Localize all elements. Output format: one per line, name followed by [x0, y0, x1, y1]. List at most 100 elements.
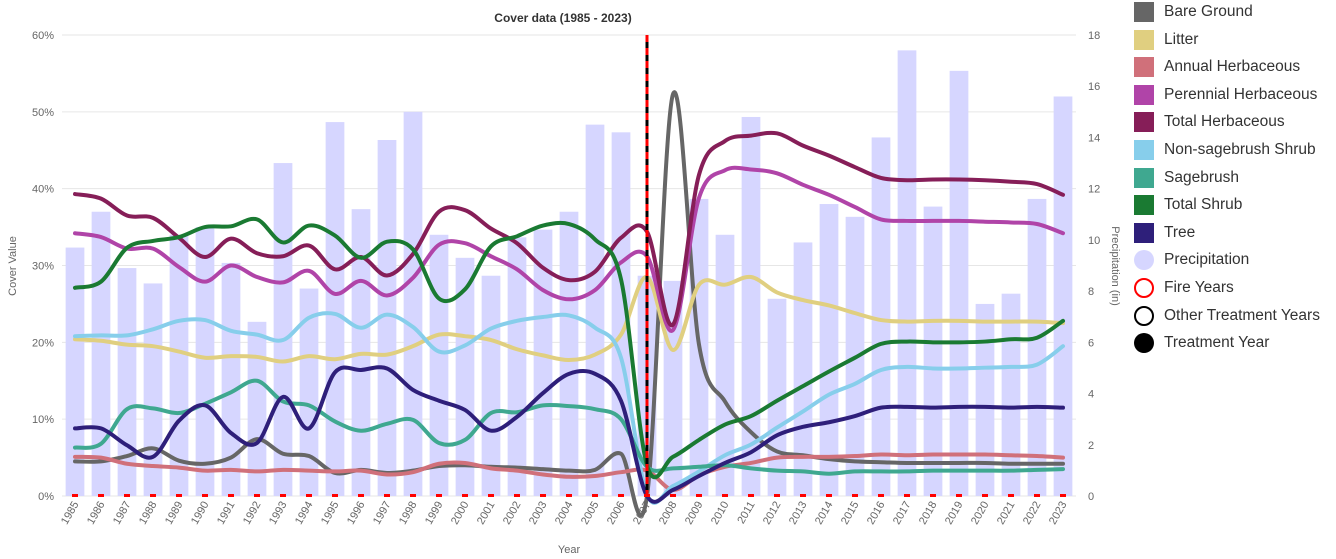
x-tick-label: 2000 [449, 500, 472, 527]
x-tick-label: 2014 [813, 500, 836, 527]
y-tick-label: 60% [32, 30, 54, 42]
legend-swatch [1134, 195, 1154, 216]
precipitation-bar [559, 211, 579, 496]
precipitation-bar [299, 288, 319, 496]
precipitation-bar [247, 321, 267, 496]
legend-swatch [1134, 112, 1154, 133]
precipitation-bar [741, 116, 761, 496]
legend-item[interactable]: Sagebrush [1134, 165, 1239, 191]
x-tick-label: 2011 [735, 500, 757, 526]
series-line-sagebrush [73, 378, 1065, 476]
precipitation-bar [611, 132, 631, 497]
chart-title: Cover data (1985 - 2023) [494, 11, 631, 25]
legend-item[interactable]: Litter [1134, 27, 1198, 53]
x-tick-label: 1988 [137, 500, 160, 527]
x-tick-label: 1996 [345, 500, 368, 527]
x-tick-label: 1997 [371, 500, 394, 527]
legend-label: Annual Herbaceous [1164, 58, 1301, 76]
y2-axis-label: Precipitation (in) [1109, 226, 1120, 305]
series-line-tree [73, 365, 1065, 504]
x-tick-label: 1995 [319, 500, 342, 527]
y2-tick-label: 0 [1088, 491, 1094, 503]
legend-item[interactable]: Annual Herbaceous [1134, 54, 1300, 80]
legend-item[interactable]: Other Treatment Years [1134, 303, 1320, 329]
legend-item[interactable]: Precipitation [1134, 247, 1249, 273]
x-axis-label: Year [558, 544, 581, 556]
x-tick-label: 2015 [839, 500, 862, 527]
legend-label: Precipitation [1164, 251, 1250, 269]
x-tick-label: 2003 [527, 500, 550, 527]
x-tick-label: 2009 [683, 500, 706, 527]
precipitation-bar [767, 298, 787, 496]
precipitation-bar [715, 234, 735, 496]
series-line-perennial-herbaceous [73, 165, 1065, 333]
y2-tick-label: 2 [1088, 440, 1094, 452]
precipitation-bar [507, 237, 527, 497]
precipitation-bar [91, 211, 111, 496]
x-tick-label: 1990 [189, 500, 212, 527]
precipitation-bar [1001, 293, 1021, 496]
legend-circle-icon [1134, 278, 1154, 298]
series-lines [73, 90, 1065, 518]
precipitation-bar [117, 268, 137, 496]
y-tick-label: 0% [38, 491, 54, 503]
series-line-litter [73, 274, 1065, 364]
legend-label: Treatment Year [1164, 334, 1270, 352]
legend-circle-icon [1134, 250, 1154, 271]
precipitation-bar [975, 303, 995, 496]
y2-tick-label: 10 [1088, 235, 1100, 247]
x-tick-label: 1994 [293, 500, 316, 527]
x-tick-label: 2010 [709, 500, 732, 527]
x-tick-label: 2020 [969, 500, 992, 527]
precipitation-bar [585, 124, 605, 496]
legend-label: Tree [1164, 223, 1196, 241]
x-tick-label: 2023 [1047, 500, 1070, 527]
legend-swatch [1134, 57, 1154, 78]
legend-item[interactable]: Fire Years [1134, 275, 1234, 301]
legend-label: Litter [1164, 30, 1199, 48]
legend-item[interactable]: Treatment Year [1134, 330, 1269, 356]
x-tick-label: 2002 [501, 500, 524, 527]
legend-item[interactable]: Perennial Herbaceous [1134, 82, 1317, 108]
cover-data-chart: Cover data (1985 - 2023) 0% 10% 20% 30% 40% 5… [7, 11, 1120, 556]
legend-item[interactable]: Tree [1134, 220, 1195, 246]
legend-label: Total Shrub [1164, 196, 1243, 214]
y-tick-label: 20% [32, 337, 54, 349]
legend-swatch [1134, 222, 1154, 243]
y-axis-ticks: 0% 10% 20% 30% 40% 50% 60% [32, 30, 54, 503]
x-tick-label: 1992 [241, 500, 264, 527]
legend-swatch [1134, 2, 1154, 22]
precipitation-bar [1027, 198, 1047, 496]
precipitation-bar [429, 234, 449, 496]
legend-label: Non-sagebrush Shrub [1164, 141, 1316, 158]
precipitation-bar [533, 229, 553, 496]
x-tick-label: 1991 [215, 500, 238, 527]
x-tick-label: 2016 [865, 500, 888, 527]
legend-label: Other Treatment Years [1164, 306, 1320, 324]
legend-item[interactable]: Bare Ground [1134, 0, 1253, 25]
legend-item[interactable]: Total Shrub [1134, 192, 1242, 218]
y2-tick-label: 8 [1088, 286, 1094, 298]
precipitation-bar [481, 275, 501, 496]
legend-swatch [1134, 140, 1154, 160]
legend-item[interactable]: Non-sagebrush Shrub [1134, 137, 1316, 163]
legend-item[interactable]: Total Herbaceous [1134, 109, 1285, 135]
precipitation-bar [923, 206, 943, 496]
x-tick-label: 2022 [1021, 500, 1044, 527]
legend-circle-icon [1134, 305, 1154, 326]
legend-label: Perennial Herbaceous [1164, 85, 1318, 103]
series-line-annual-herbaceous [73, 452, 1065, 492]
precipitation-bar [793, 242, 813, 496]
x-axis-ticks: 1985 1986 1987 1988 1989 1990 1991 1992 1993 1994… [59, 500, 1070, 527]
x-tick-label: 2017 [891, 500, 914, 527]
x-tick-label: 1999 [423, 500, 446, 527]
y2-tick-label: 16 [1088, 81, 1100, 93]
x-tick-label: 1998 [397, 500, 420, 527]
y-tick-label: 10% [32, 414, 54, 426]
precipitation-bar [65, 247, 85, 496]
x-tick-label: 2012 [761, 500, 784, 527]
precipitation-bar [169, 234, 189, 496]
legend-circle-icon [1134, 333, 1154, 354]
x-tick-label: 2005 [579, 500, 602, 527]
precipitation-bar [325, 122, 345, 497]
